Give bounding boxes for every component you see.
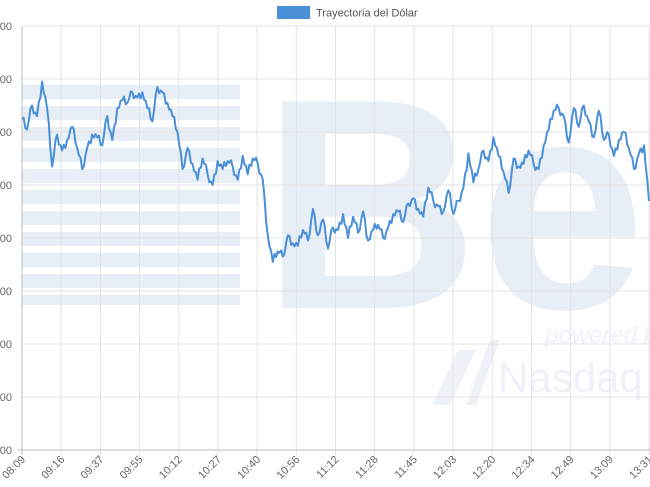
x-tick-label: 09:37 xyxy=(79,454,107,482)
y-tick-label: 00 xyxy=(0,286,12,298)
y-tick-label: 00 xyxy=(0,445,12,457)
watermark-tagline: powered by xyxy=(544,322,650,349)
x-tick-label: 09:55 xyxy=(118,454,146,482)
y-tick-label: 00 xyxy=(0,233,12,245)
y-tick-label: 00 xyxy=(0,74,12,86)
y-tick-label: 00 xyxy=(0,339,12,351)
nasdaq-logo-icon xyxy=(432,340,500,405)
x-tick-label: 10:56 xyxy=(274,454,302,482)
x-tick-label: 11:12 xyxy=(314,454,341,481)
x-tick-label: 09:16 xyxy=(39,454,67,482)
y-tick-label: 00 xyxy=(0,392,12,404)
y-tick-label: 00 xyxy=(0,21,12,33)
x-tick-label: 13:09 xyxy=(588,454,616,482)
x-tick-label: 08:09 xyxy=(0,454,28,482)
x-tick-label: 10:12 xyxy=(157,454,185,482)
x-tick-label: 10:27 xyxy=(196,454,224,482)
x-tick-label: 10:40 xyxy=(235,454,263,482)
y-tick-label: 00 xyxy=(0,180,12,192)
x-tick-label: 11:28 xyxy=(353,454,380,481)
x-tick-label: 12:34 xyxy=(510,454,538,482)
series-line xyxy=(21,80,650,263)
x-tick-label: 12:49 xyxy=(549,454,577,482)
watermark-stripes-icon xyxy=(22,85,240,305)
x-tick-label: 12:03 xyxy=(431,454,459,482)
y-tick-label: 00 xyxy=(0,127,12,139)
x-tick-label: 12:20 xyxy=(470,454,498,482)
x-tick-label: 13:31 xyxy=(627,454,650,482)
legend-label: Trayectoria del Dólar xyxy=(316,8,418,20)
x-tick-label: 11:45 xyxy=(393,454,420,481)
legend[interactable]: Trayectoria del Dólar xyxy=(277,6,418,20)
series-layer xyxy=(21,80,650,263)
legend-swatch xyxy=(277,6,310,19)
